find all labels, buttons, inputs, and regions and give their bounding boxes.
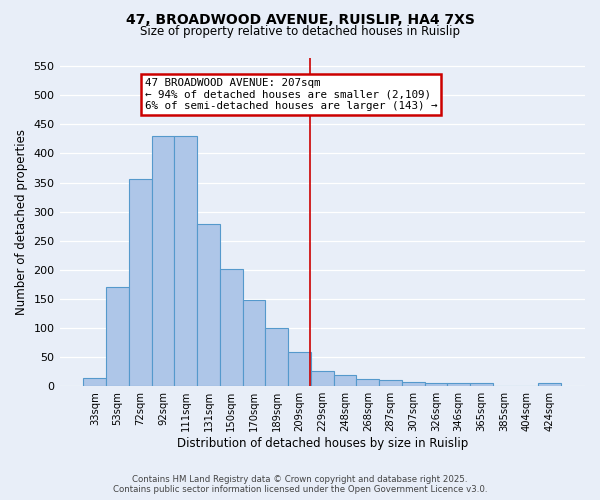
Bar	[334, 374, 356, 386]
Bar	[175, 136, 197, 386]
Bar	[379, 380, 402, 386]
Text: Size of property relative to detached houses in Ruislip: Size of property relative to detached ho…	[140, 25, 460, 38]
Bar	[538, 384, 561, 386]
Text: Contains HM Land Registry data © Crown copyright and database right 2025.
Contai: Contains HM Land Registry data © Crown c…	[113, 474, 487, 494]
Bar	[83, 378, 106, 386]
Y-axis label: Number of detached properties: Number of detached properties	[15, 129, 28, 315]
Bar	[265, 328, 288, 386]
Bar	[106, 288, 129, 386]
Bar	[425, 382, 448, 386]
Bar	[356, 379, 379, 386]
Bar	[220, 268, 242, 386]
Bar	[288, 352, 311, 386]
Bar	[242, 300, 265, 386]
Bar	[152, 136, 175, 386]
Bar	[129, 178, 152, 386]
X-axis label: Distribution of detached houses by size in Ruislip: Distribution of detached houses by size …	[176, 437, 468, 450]
Bar	[448, 384, 470, 386]
Bar	[197, 224, 220, 386]
Text: 47 BROADWOOD AVENUE: 207sqm
← 94% of detached houses are smaller (2,109)
6% of s: 47 BROADWOOD AVENUE: 207sqm ← 94% of det…	[145, 78, 437, 111]
Bar	[470, 384, 493, 386]
Bar	[311, 370, 334, 386]
Text: 47, BROADWOOD AVENUE, RUISLIP, HA4 7XS: 47, BROADWOOD AVENUE, RUISLIP, HA4 7XS	[125, 12, 475, 26]
Bar	[402, 382, 425, 386]
